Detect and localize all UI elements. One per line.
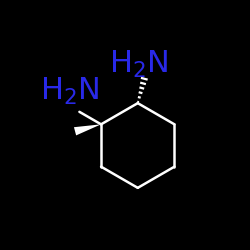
Polygon shape <box>74 124 101 136</box>
Text: H$_2$N: H$_2$N <box>40 76 99 107</box>
Text: H$_2$N: H$_2$N <box>109 49 168 80</box>
